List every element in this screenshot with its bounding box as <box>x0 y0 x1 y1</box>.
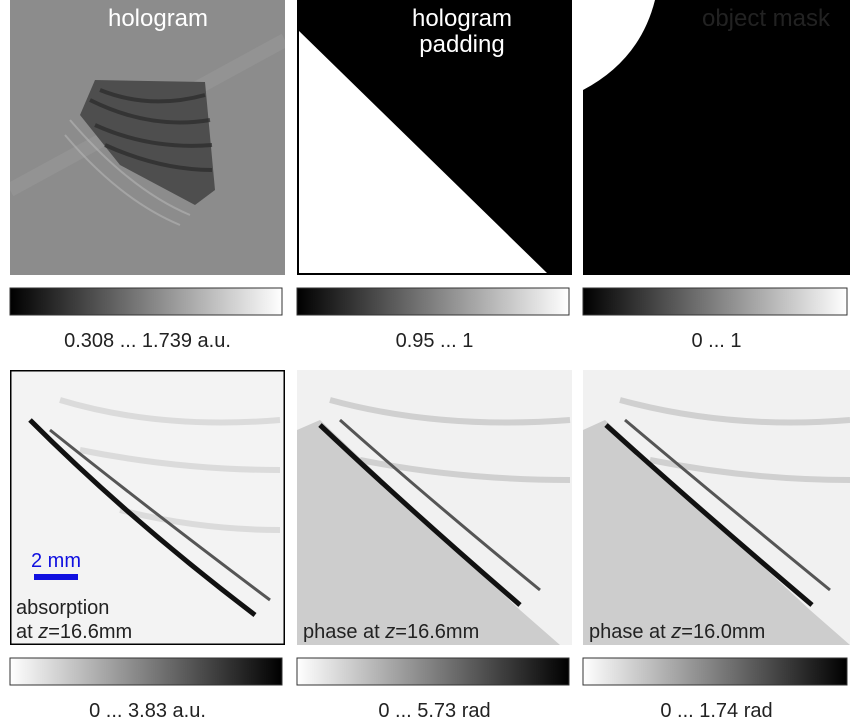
figure: hologram0.308 ... 1.739 a.u.hologrampadd… <box>0 0 850 725</box>
colorbar <box>583 288 847 315</box>
phase-image-2 <box>583 370 850 645</box>
colorbar <box>10 288 282 315</box>
panel-caption: phase at z=16.6mm <box>303 621 479 643</box>
colorbar-label: 0 ... 5.73 rad <box>378 700 490 722</box>
caption-part: =16.6mm <box>395 621 479 643</box>
colorbar-label: 0.308 ... 1.739 a.u. <box>64 330 231 352</box>
caption-part: phase at <box>589 621 671 643</box>
panel-title: object mask <box>702 5 831 32</box>
caption-part: absorption <box>16 597 109 619</box>
hologram-image <box>10 0 285 275</box>
colorbar-label: 0.95 ... 1 <box>396 330 474 352</box>
panel-title: padding <box>419 31 504 58</box>
caption-part: z <box>384 621 395 643</box>
panel-title: hologram <box>108 5 208 32</box>
caption-part: =16.0mm <box>681 621 765 643</box>
mask-image <box>583 0 850 275</box>
caption-part: =16.6mm <box>48 621 132 643</box>
colorbar <box>297 658 569 685</box>
colorbar <box>10 658 282 685</box>
caption-part: z <box>670 621 681 643</box>
colorbar-label: 0 ... 3.83 a.u. <box>89 700 206 722</box>
panel-caption: phase at z=16.0mm <box>589 621 765 643</box>
colorbar-label: 0 ... 1 <box>691 330 741 352</box>
scale-bar-label: 2 mm <box>31 550 81 572</box>
phase-image-1 <box>297 370 572 645</box>
caption-part: phase at <box>303 621 385 643</box>
caption-part: at <box>16 621 38 643</box>
panel-caption: absorption <box>16 597 109 619</box>
colorbar-label: 0 ... 1.74 rad <box>660 700 772 722</box>
caption-part: z <box>37 621 48 643</box>
panel-title: hologram <box>412 5 512 32</box>
panel-caption: at z=16.6mm <box>16 621 132 643</box>
colorbar <box>583 658 847 685</box>
colorbar <box>297 288 569 315</box>
